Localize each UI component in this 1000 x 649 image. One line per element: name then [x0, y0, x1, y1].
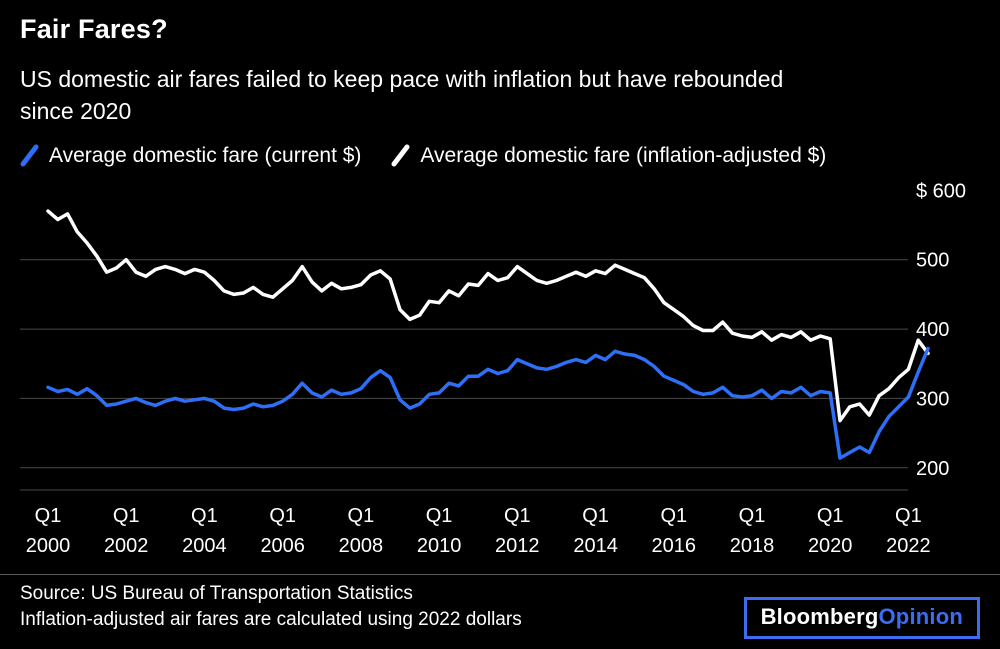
x-axis-quarter-2006: Q1: [269, 505, 296, 527]
x-axis-year-2012: 2012: [495, 535, 540, 557]
y-axis-label-200: 200: [916, 458, 949, 480]
x-axis-quarter-2000: Q1: [35, 505, 62, 527]
x-axis-quarter-2014: Q1: [582, 505, 609, 527]
subtitle-line-1: US domestic air fares failed to keep pac…: [20, 66, 784, 92]
subtitle-line-2: since 2020: [20, 97, 132, 124]
chart-legend: Average domestic fare (current $) Averag…: [20, 144, 826, 168]
x-axis-year-2006: 2006: [260, 535, 305, 557]
series-line-inflation-adjusted: [46, 209, 930, 423]
chart-subtitle: US domestic air fares failed to keep pac…: [20, 64, 980, 127]
x-axis-year-2020: 2020: [808, 535, 853, 557]
x-axis-year-2022: 2022: [886, 535, 931, 557]
y-axis-label-500: 500: [916, 250, 949, 272]
x-axis-quarter-2016: Q1: [660, 505, 687, 527]
x-axis-quarter-2022: Q1: [895, 505, 922, 527]
x-axis-year-2000: 2000: [26, 535, 71, 557]
x-axis-year-2018: 2018: [730, 535, 775, 557]
x-axis-quarter-2004: Q1: [191, 505, 218, 527]
brand-opinion: Opinion: [878, 604, 963, 629]
legend-line-icon-white: [391, 144, 410, 167]
brand-bloomberg: Bloomberg: [760, 604, 879, 629]
series-line-current: [46, 346, 930, 460]
x-axis-quarter-2018: Q1: [739, 505, 766, 527]
y-axis-label-600: $ 600: [916, 180, 966, 202]
source-line-2: Inflation-adjusted air fares are calcula…: [20, 608, 522, 630]
x-axis-year-2002: 2002: [104, 535, 149, 557]
legend-line-icon-blue: [20, 144, 39, 167]
y-axis-label-300: 300: [916, 388, 949, 410]
x-axis-quarter-2020: Q1: [817, 505, 844, 527]
x-axis-quarter-2012: Q1: [504, 505, 531, 527]
x-axis-year-2008: 2008: [339, 535, 384, 557]
x-axis-quarter-2008: Q1: [348, 505, 375, 527]
x-axis-quarter-2002: Q1: [113, 505, 140, 527]
legend-item-adjusted: Average domestic fare (inflation-adjuste…: [391, 144, 826, 168]
bloomberg-opinion-logo: Bloomberg Opinion: [743, 597, 980, 639]
x-axis-year-2014: 2014: [573, 535, 618, 557]
legend-label-adjusted: Average domestic fare (inflation-adjuste…: [420, 144, 827, 167]
x-axis-year-2010: 2010: [417, 535, 462, 557]
footer-divider: [0, 574, 1000, 575]
source-line-1: Source: US Bureau of Transportation Stat…: [20, 583, 413, 604]
x-axis-year-2016: 2016: [652, 535, 697, 557]
legend-label-current: Average domestic fare (current $): [49, 144, 362, 167]
x-axis-quarter-2010: Q1: [426, 505, 453, 527]
page-title: Fair Fares?: [20, 14, 168, 44]
legend-item-current: Average domestic fare (current $): [20, 144, 361, 168]
x-axis-year-2004: 2004: [182, 535, 227, 557]
source-note: Source: US Bureau of Transportation Stat…: [20, 581, 522, 632]
y-axis-label-400: 400: [916, 319, 949, 341]
